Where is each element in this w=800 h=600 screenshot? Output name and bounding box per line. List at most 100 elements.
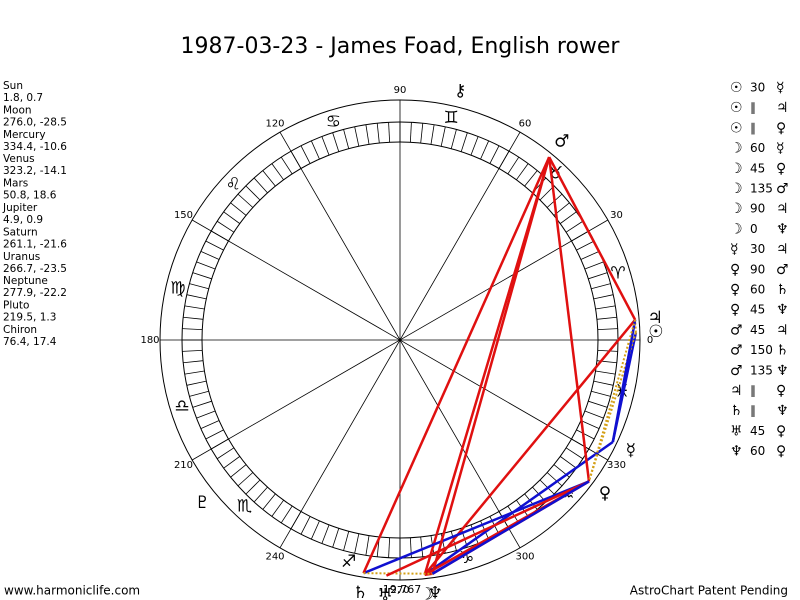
- aspect-type: 90: [750, 202, 765, 216]
- aspect-a: ♄: [730, 403, 743, 419]
- aspect-line: [363, 480, 590, 575]
- ring-tick: [230, 202, 247, 216]
- aspect-type: 60: [750, 283, 765, 297]
- planet-glyph: ♃: [647, 308, 662, 328]
- planet-position: 277.9, -22.2: [3, 287, 67, 299]
- aspect-type: 90: [750, 262, 765, 276]
- aspect-line: [548, 156, 637, 321]
- ring-tick: [186, 294, 207, 300]
- sign-glyph: ♋: [326, 112, 341, 132]
- ring-tick: [507, 156, 520, 175]
- ring-tick: [354, 126, 360, 147]
- ring-tick: [524, 170, 538, 187]
- aspect-b: ♄: [776, 343, 789, 359]
- ring-tick: [183, 360, 204, 364]
- ring-tick: [216, 220, 235, 233]
- ring-tick: [596, 316, 617, 320]
- ring-tick: [388, 537, 391, 558]
- degree-label: 210: [174, 460, 193, 471]
- ring-tick: [470, 136, 479, 156]
- ring-tick: [480, 140, 490, 160]
- ring-tick: [321, 136, 330, 156]
- ring-tick: [420, 536, 424, 557]
- degree-label: 120: [265, 118, 284, 129]
- ring-tick: [420, 123, 424, 144]
- ring-tick: [192, 400, 212, 408]
- planet-position: 219.5, 1.3: [3, 312, 56, 324]
- planet-name: Neptune: [3, 275, 48, 287]
- ring-tick: [184, 370, 205, 375]
- planet-position: 261.1, -21.6: [3, 238, 67, 250]
- ring-tick: [595, 370, 616, 375]
- aspect-line: [423, 319, 637, 576]
- ring-tick: [409, 122, 412, 143]
- aspect-b: ♆: [776, 221, 789, 237]
- ring-tick: [591, 390, 611, 397]
- aspect-type: ∥: [750, 121, 756, 135]
- aspect-type: 45: [750, 161, 765, 175]
- planet-name: Pluto: [3, 300, 29, 312]
- aspect-type: 30: [750, 81, 765, 95]
- aspect-type: 60: [750, 141, 765, 155]
- ring-tick: [343, 531, 350, 551]
- planet-glyph: ♇: [195, 493, 210, 513]
- planet-name: Uranus: [3, 251, 40, 263]
- aspect-b: ♄: [776, 282, 789, 298]
- ring-tick: [593, 380, 614, 386]
- ring-tick: [300, 516, 311, 535]
- aspect-a: ☽: [730, 221, 743, 237]
- ring-tick: [593, 294, 614, 300]
- sign-glyph: ♎: [174, 397, 189, 417]
- aspect-b: ♃: [776, 201, 789, 217]
- aspect-type: 135: [750, 363, 773, 377]
- planet-name: Jupiter: [2, 202, 38, 214]
- ring-tick: [280, 505, 293, 524]
- ring-tick: [253, 177, 268, 194]
- ring-tick: [588, 272, 608, 280]
- ring-tick: [183, 316, 204, 320]
- ring-tick: [595, 305, 616, 310]
- ring-tick: [237, 193, 254, 208]
- ring-tick: [507, 505, 520, 524]
- ring-tick: [546, 472, 563, 487]
- ring-tick: [440, 126, 446, 147]
- aspect-b: ☿: [776, 80, 785, 96]
- planet-name: Mars: [3, 178, 28, 190]
- ring-tick: [559, 456, 577, 469]
- aspect-a: ♂: [730, 343, 743, 359]
- aspect-a: ☽: [730, 161, 743, 177]
- aspect-type: 45: [750, 424, 765, 438]
- aspect-line: [611, 319, 637, 443]
- planet-glyph: ♂: [554, 132, 569, 152]
- sign-glyph: ♏: [237, 497, 252, 517]
- aspect-a: ♀: [730, 282, 740, 298]
- aspect-a: ♂: [730, 322, 743, 338]
- ring-tick: [182, 349, 203, 352]
- ring-tick: [184, 305, 205, 310]
- ring-tick: [354, 533, 360, 554]
- planet-position: 50.8, 18.6: [3, 190, 57, 202]
- planet-name: Saturn: [3, 226, 38, 238]
- aspect-type: 45: [750, 303, 765, 317]
- aspect-a: ☽: [730, 141, 743, 157]
- ring-tick: [196, 410, 216, 419]
- ring-tick: [580, 250, 600, 260]
- aspect-b: ♃: [776, 100, 789, 116]
- aspect-a: ☽: [730, 181, 743, 197]
- aspect-a: ☉: [730, 100, 743, 116]
- ring-tick: [343, 129, 350, 149]
- ring-tick: [580, 420, 600, 430]
- ring-tick: [576, 240, 595, 251]
- ring-tick: [365, 535, 370, 556]
- degree-label: 300: [515, 552, 534, 563]
- degree-label: 60: [519, 118, 532, 129]
- ring-tick: [584, 261, 604, 270]
- ring-tick: [245, 479, 261, 495]
- degree-label: 0: [647, 335, 653, 346]
- degree-label: 30: [610, 210, 623, 221]
- sign-glyph: ♐: [341, 552, 356, 572]
- ring-tick: [460, 132, 468, 152]
- aspect-a: ☽: [730, 201, 743, 217]
- aspect-type: 150: [750, 343, 773, 357]
- degree-label: 150: [174, 210, 193, 221]
